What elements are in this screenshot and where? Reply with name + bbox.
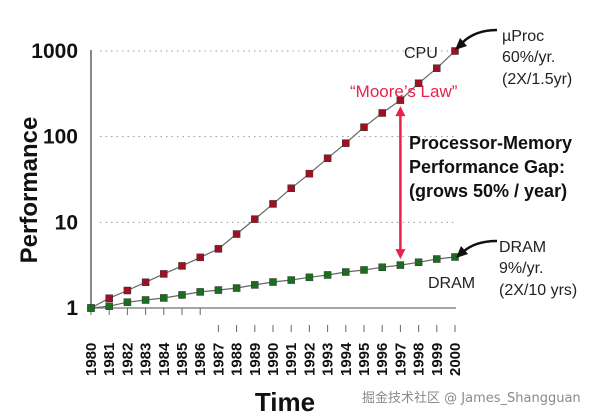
x-tick-label: 1981 bbox=[101, 343, 118, 376]
x-ticks: 1980 1981 1982 1983 1984 1985 1986 1987 1988 1989… bbox=[83, 308, 464, 376]
cpu-label: CPU bbox=[404, 45, 438, 62]
data-point-cpu bbox=[196, 253, 204, 262]
series-dram bbox=[87, 253, 459, 312]
x-tick-label: 1997 bbox=[392, 343, 409, 376]
x-tick-label: 1998 bbox=[411, 343, 428, 376]
data-point-cpu bbox=[451, 47, 459, 55]
uproc-pointer-arrow bbox=[461, 28, 498, 44]
dram-arrowhead-icon bbox=[456, 246, 468, 258]
uproc-line-2: 60%/yr. bbox=[502, 49, 555, 66]
x-tick-label: 1990 bbox=[265, 343, 282, 376]
gap-line-2: Performance Gap: bbox=[409, 157, 565, 177]
series bbox=[87, 47, 459, 312]
data-point-cpu bbox=[414, 79, 423, 88]
gap-arrowhead-up-icon bbox=[395, 106, 406, 117]
dram-line-3: (2X/10 yrs) bbox=[499, 282, 577, 299]
axes bbox=[90, 50, 456, 309]
data-point-dram bbox=[323, 271, 332, 279]
gap-double-arrow bbox=[395, 106, 406, 260]
uproc-line-1: µProc bbox=[502, 28, 544, 45]
data-point-cpu bbox=[214, 245, 223, 253]
dram-pointer-arrow bbox=[462, 239, 498, 253]
x-tick-label: 1987 bbox=[210, 343, 227, 376]
x-tick-label: 1983 bbox=[138, 343, 155, 376]
data-point-dram bbox=[378, 263, 386, 272]
x-tick-label: 1982 bbox=[119, 343, 136, 376]
data-point-dram bbox=[196, 288, 204, 296]
data-point-dram bbox=[232, 284, 241, 292]
data-point-dram bbox=[360, 266, 368, 274]
data-point-cpu bbox=[160, 270, 168, 278]
gap-arrowhead-down-icon bbox=[395, 249, 406, 260]
x-tick-label: 1985 bbox=[174, 343, 191, 376]
data-point-cpu bbox=[360, 123, 368, 131]
y-axis-label: Performance bbox=[16, 117, 43, 264]
data-point-dram bbox=[123, 298, 132, 306]
uproc-annotation: µProc 60%/yr. (2X/1.5yr) bbox=[502, 28, 572, 88]
gap-line-3: (grows 50% / year) bbox=[409, 181, 567, 201]
data-point-dram bbox=[87, 304, 95, 312]
data-point-dram bbox=[269, 278, 277, 286]
uproc-line-3: (2X/1.5yr) bbox=[502, 71, 572, 88]
data-point-dram bbox=[396, 261, 405, 269]
x-tick-label: 1986 bbox=[192, 343, 209, 376]
x-tick-label: 1994 bbox=[338, 342, 355, 376]
data-point-dram bbox=[214, 286, 223, 294]
y-tick-label: 10 bbox=[55, 211, 78, 234]
data-point-cpu bbox=[141, 278, 150, 286]
data-point-dram bbox=[105, 302, 113, 310]
data-point-cpu bbox=[269, 200, 277, 208]
x-tick-label: 1993 bbox=[320, 343, 337, 376]
data-point-cpu bbox=[232, 230, 241, 238]
data-point-dram bbox=[160, 294, 168, 302]
data-point-cpu bbox=[433, 64, 441, 72]
x-axis-label: Time bbox=[255, 387, 315, 415]
x-tick-label: 2000 bbox=[447, 343, 464, 376]
gap-annotation: Processor-Memory Performance Gap: (grows… bbox=[409, 133, 577, 201]
data-point-cpu bbox=[323, 154, 332, 162]
dram-label: DRAM bbox=[428, 275, 475, 292]
data-point-cpu bbox=[378, 109, 386, 117]
x-tick-label: 1996 bbox=[374, 343, 391, 376]
data-point-cpu bbox=[178, 262, 186, 270]
watermark: 掘金技术社区 @ James_Shangguan bbox=[362, 390, 581, 406]
data-point-dram bbox=[433, 255, 441, 263]
data-point-dram bbox=[342, 268, 350, 276]
data-point-dram bbox=[178, 291, 186, 299]
data-point-cpu bbox=[251, 215, 259, 223]
y-tick-label: 1 bbox=[66, 297, 78, 320]
gridlines bbox=[100, 50, 456, 223]
dram-annotation: DRAM 9%/yr. (2X/10 yrs) bbox=[499, 239, 577, 299]
gap-line-1: Processor-Memory bbox=[409, 133, 572, 153]
series-cpu bbox=[87, 47, 459, 312]
data-point-dram bbox=[287, 276, 295, 284]
data-point-dram bbox=[305, 273, 314, 282]
x-tick-label: 1995 bbox=[356, 343, 373, 376]
x-tick-label: 1999 bbox=[429, 343, 446, 376]
data-point-cpu bbox=[287, 184, 295, 192]
y-tick-label: 1000 bbox=[31, 40, 78, 63]
data-point-dram bbox=[251, 281, 259, 289]
x-tick-label: 1984 bbox=[156, 342, 173, 376]
uproc-arrowhead-icon bbox=[455, 38, 467, 50]
data-point-dram bbox=[414, 258, 423, 267]
dram-line-1: DRAM bbox=[499, 239, 546, 256]
x-tick-label: 1991 bbox=[283, 343, 300, 376]
x-tick-label: 1989 bbox=[247, 343, 264, 376]
data-point-cpu bbox=[342, 139, 350, 147]
data-point-cpu bbox=[396, 96, 405, 104]
data-point-cpu bbox=[305, 169, 314, 178]
dram-line-2: 9%/yr. bbox=[499, 260, 543, 277]
data-point-dram bbox=[141, 296, 150, 304]
data-point-cpu bbox=[105, 294, 113, 302]
x-tick-label: 1988 bbox=[229, 343, 246, 376]
data-point-cpu bbox=[123, 286, 132, 295]
x-tick-label: 1980 bbox=[83, 343, 100, 376]
y-tick-labels: 1 10 100 1000 bbox=[31, 40, 78, 320]
y-tick-label: 100 bbox=[43, 126, 78, 149]
moores-law-label: “Moore’s Law” bbox=[350, 82, 458, 101]
x-tick-label: 1992 bbox=[301, 343, 318, 376]
